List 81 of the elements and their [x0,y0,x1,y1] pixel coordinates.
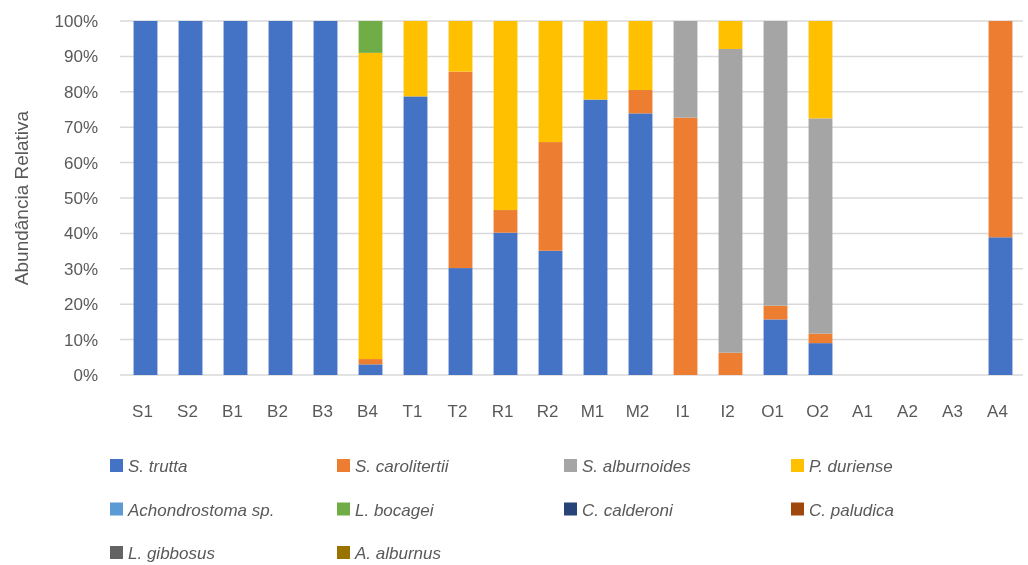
legend-label: S. alburnoides [582,457,692,476]
bar [313,21,338,375]
y-tick-label: 70% [63,118,98,138]
bar [403,96,428,375]
bar [808,21,833,119]
bar [448,268,473,375]
bar [493,232,518,375]
x-tick-label: B2 [267,402,288,421]
bar [538,21,563,143]
bar [763,319,788,375]
bar [988,21,1013,238]
bar [763,305,788,320]
bar [673,21,698,118]
x-tick-label: A2 [897,402,918,421]
y-tick-label: 10% [63,330,98,350]
y-tick-label: 80% [63,82,98,102]
bar [808,333,833,344]
bar [628,113,653,375]
bar [493,210,518,233]
x-tick-label: M2 [625,402,650,421]
bar [583,21,608,100]
x-tick-label: B1 [222,402,243,421]
x-tick-label: I1 [675,402,690,421]
bar [223,21,248,375]
y-tick-label: 50% [63,189,98,208]
bar [808,118,833,334]
bar [493,21,518,211]
bar [538,142,563,251]
x-tick-label: I2 [720,402,735,421]
y-tick-label: 90% [63,47,98,67]
bar [448,21,473,72]
bar [133,21,158,375]
y-tick-label: 60% [63,153,98,173]
bar [583,99,608,375]
bar [718,352,743,375]
x-tick-label: S2 [177,402,198,421]
x-tick-label: B4 [357,402,378,421]
bar [268,21,293,375]
bar [178,21,203,375]
y-axis-title: Abundância Relativa [11,110,32,286]
bar [673,117,698,375]
x-tick-label: M1 [580,402,605,421]
bar [718,48,743,353]
x-tick-label: A3 [942,402,963,421]
bar [358,21,383,53]
bar [538,250,563,375]
legend-label: S. trutta [128,457,188,476]
x-tick-label: A1 [852,402,873,421]
y-tick-label: 0% [73,366,98,385]
legend-label: L. gibbosus [128,544,216,563]
legend-label: S. carolitertii [355,457,450,476]
x-tick-label: A4 [987,402,1008,421]
bar [628,90,653,114]
x-tick-label: O2 [806,402,829,421]
y-tick-label: 40% [63,224,98,244]
y-tick-label: 30% [63,259,98,279]
x-tick-label: O1 [761,402,784,421]
x-tick-label: R2 [536,402,559,421]
legend-label: C. calderoni [582,500,674,520]
bar [808,343,833,375]
x-tick-label: R1 [491,402,514,421]
bar [448,71,473,269]
bar [358,359,383,365]
bar [628,21,653,91]
legend-label: C. paludica [809,500,895,520]
bar [358,364,383,375]
x-tick-label: S1 [132,402,153,421]
y-tick-label: 20% [63,295,98,315]
y-tick-label: 100% [54,12,98,31]
x-tick-label: B3 [312,402,333,421]
bar [358,52,383,360]
bar [718,21,743,49]
legend-label: Achondrostoma sp. [127,500,275,520]
legend-label: L. bocagei [355,500,435,520]
legend-label: P. duriense [809,457,893,476]
legend-label: A. alburnus [354,544,442,563]
bar [763,21,788,306]
x-tick-label: T2 [447,402,468,421]
x-tick-label: T1 [402,402,423,421]
bar [403,21,428,97]
bar [988,237,1013,375]
